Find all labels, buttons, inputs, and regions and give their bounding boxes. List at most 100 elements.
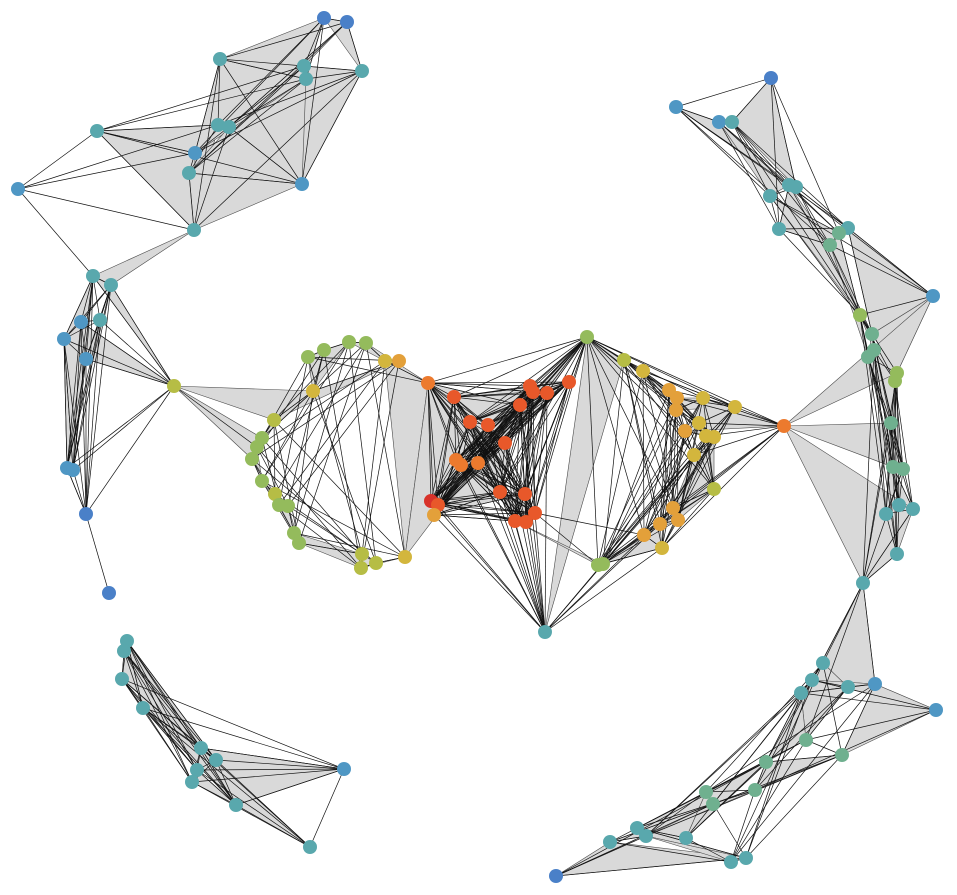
graph-edge bbox=[519, 404, 536, 514]
graph-edge bbox=[800, 683, 876, 694]
graph-edge bbox=[85, 358, 175, 387]
graph-node bbox=[79, 352, 93, 366]
graph-edge bbox=[63, 338, 87, 515]
graph-node bbox=[463, 415, 477, 429]
graph-node bbox=[392, 354, 406, 368]
graph-edge bbox=[499, 391, 534, 493]
graph-node bbox=[670, 391, 684, 405]
graph-edge bbox=[278, 504, 362, 569]
graph-edge bbox=[731, 77, 772, 123]
graph-edge bbox=[504, 392, 548, 444]
graph-edge bbox=[890, 380, 896, 424]
graph-edge bbox=[477, 462, 546, 633]
graph-edge bbox=[430, 396, 455, 502]
graph-edge bbox=[433, 491, 501, 516]
graph-edge bbox=[514, 391, 534, 522]
graph-edge bbox=[645, 791, 707, 837]
graph-node bbox=[712, 115, 726, 129]
graph-node bbox=[748, 783, 762, 797]
graph-edge bbox=[188, 172, 303, 185]
graph-edge bbox=[661, 425, 785, 549]
graph-edge bbox=[829, 244, 934, 297]
graph-node bbox=[222, 120, 236, 134]
graph-edge bbox=[323, 349, 362, 569]
graph-edge bbox=[778, 184, 790, 230]
graph-edge bbox=[17, 152, 196, 190]
graph-edge bbox=[80, 275, 94, 323]
graph-edge bbox=[123, 650, 237, 806]
graph-node bbox=[187, 223, 201, 237]
graph-edge bbox=[597, 370, 644, 566]
graph-edge bbox=[730, 739, 807, 863]
graph-edge bbox=[273, 341, 350, 421]
graph-node bbox=[666, 501, 680, 515]
graph-edge bbox=[643, 422, 700, 536]
graph-node bbox=[671, 513, 685, 527]
graph-node bbox=[687, 448, 701, 462]
graph-edge bbox=[215, 759, 311, 848]
graph-edge bbox=[273, 419, 276, 495]
graph-edge bbox=[17, 188, 195, 231]
graph-edge bbox=[770, 77, 797, 188]
graph-edge bbox=[609, 803, 714, 843]
graph-node bbox=[692, 416, 706, 430]
graph-node bbox=[421, 376, 435, 390]
graph-edge bbox=[805, 686, 849, 741]
graph-node bbox=[317, 11, 331, 25]
graph-edge bbox=[427, 382, 439, 506]
graph-edge bbox=[427, 382, 432, 502]
graph-edge bbox=[896, 372, 900, 506]
graph-edge bbox=[193, 70, 363, 231]
graph-edge bbox=[126, 640, 202, 749]
graph-node bbox=[306, 384, 320, 398]
graph-node bbox=[355, 547, 369, 561]
graph-edge bbox=[544, 392, 548, 633]
graph-edge bbox=[96, 78, 307, 132]
graph-edge bbox=[142, 707, 193, 783]
graph-edge bbox=[805, 582, 864, 741]
graph-node bbox=[562, 375, 576, 389]
graph-edge bbox=[659, 389, 670, 525]
graph-edge bbox=[360, 360, 400, 569]
graph-edge bbox=[72, 385, 175, 471]
graph-edge bbox=[778, 228, 861, 316]
graph-edge bbox=[219, 21, 348, 60]
graph-node bbox=[471, 456, 485, 470]
graph-edge bbox=[200, 747, 345, 770]
graph-edge bbox=[80, 321, 175, 387]
graph-edge bbox=[251, 360, 400, 460]
graph-edge bbox=[675, 77, 772, 108]
graph-node bbox=[185, 775, 199, 789]
graph-edge bbox=[433, 514, 546, 633]
graph-nodes bbox=[11, 11, 943, 883]
graph-edge bbox=[72, 469, 87, 515]
graph-node bbox=[354, 561, 368, 575]
graph-node bbox=[823, 238, 837, 252]
graph-edge bbox=[659, 425, 785, 525]
graph-edge bbox=[524, 392, 548, 495]
graph-edge bbox=[430, 459, 457, 502]
graph-edge bbox=[730, 662, 824, 863]
graph-edge bbox=[487, 381, 570, 426]
graph-edge bbox=[544, 563, 604, 633]
graph-edge bbox=[273, 390, 314, 421]
simplex-face bbox=[555, 841, 747, 877]
graph-edge bbox=[862, 349, 875, 584]
graph-edge bbox=[215, 759, 237, 806]
graph-node bbox=[342, 335, 356, 349]
graph-edge bbox=[63, 275, 94, 340]
graph-edge bbox=[676, 397, 715, 490]
graph-edge bbox=[534, 336, 588, 514]
graph-edge bbox=[455, 424, 489, 461]
graph-node bbox=[528, 506, 542, 520]
graph-edge bbox=[188, 124, 219, 174]
graph-edge bbox=[66, 358, 87, 469]
graph-edge bbox=[437, 336, 588, 506]
graph-node bbox=[481, 418, 495, 432]
graph-node bbox=[549, 869, 563, 883]
graph-edge bbox=[215, 759, 345, 770]
graph-edge bbox=[597, 397, 678, 566]
graph-node bbox=[892, 498, 906, 512]
graph-edge bbox=[705, 662, 824, 793]
